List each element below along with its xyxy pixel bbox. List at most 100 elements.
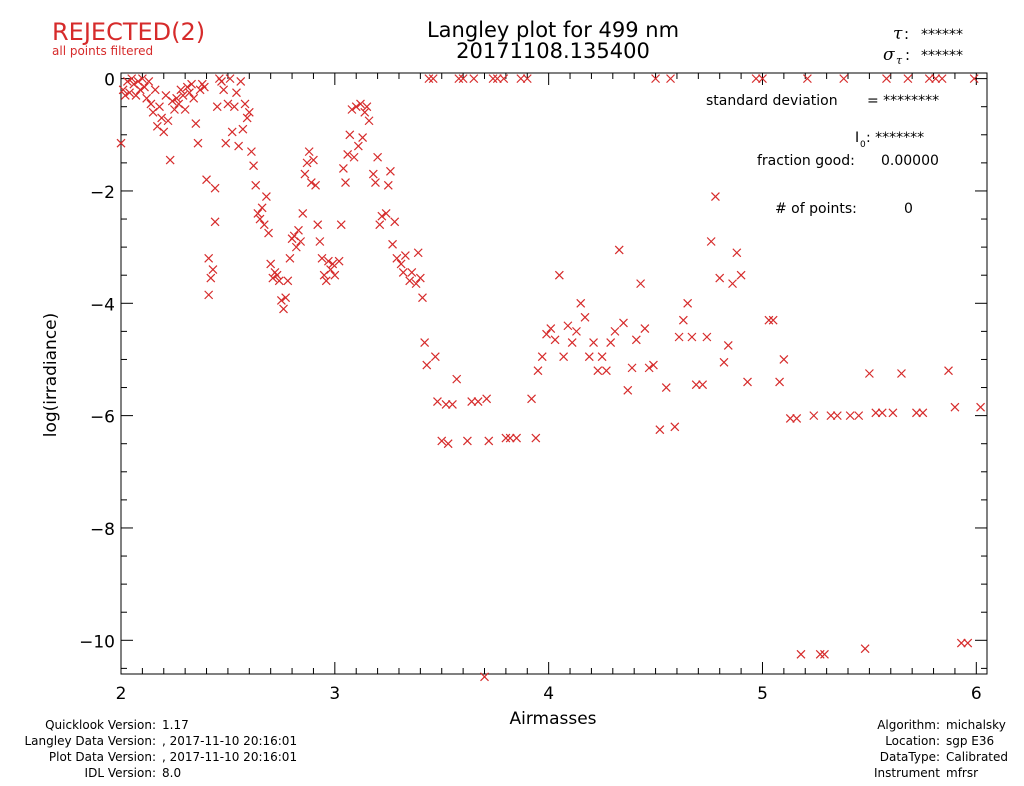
data-point bbox=[559, 352, 569, 362]
data-point bbox=[193, 138, 203, 148]
data-point bbox=[415, 273, 425, 283]
sigma-colon: : bbox=[905, 46, 910, 64]
data-point bbox=[120, 91, 130, 100]
data-point bbox=[882, 74, 891, 84]
instrument-info-key: Instrument bbox=[873, 766, 940, 780]
data-point bbox=[232, 88, 241, 98]
version-info-value: 1.17 bbox=[162, 718, 189, 732]
data-point bbox=[362, 102, 372, 112]
data-point bbox=[437, 436, 447, 446]
data-point bbox=[274, 276, 284, 286]
data-point bbox=[711, 192, 720, 201]
data-point bbox=[924, 74, 934, 84]
data-point bbox=[792, 414, 802, 423]
data-point bbox=[296, 237, 306, 246]
data-point bbox=[204, 290, 214, 300]
instrument-info-key: DataType: bbox=[879, 750, 940, 764]
data-point bbox=[405, 276, 415, 286]
y-tick-label: −2 bbox=[90, 183, 115, 203]
data-point bbox=[492, 74, 502, 84]
data-point bbox=[723, 340, 733, 350]
data-point bbox=[897, 369, 906, 378]
instrument-info-row: Instrument mfrsr bbox=[820, 765, 1008, 781]
data-point bbox=[501, 433, 511, 443]
data-point bbox=[247, 147, 256, 157]
data-point bbox=[360, 107, 370, 117]
data-point bbox=[452, 374, 462, 384]
data-point bbox=[195, 85, 205, 95]
x-tick-label: 4 bbox=[543, 684, 554, 704]
data-point bbox=[172, 93, 182, 103]
status-label: REJECTED(2) bbox=[52, 18, 205, 46]
data-point bbox=[580, 312, 590, 322]
data-point bbox=[860, 644, 870, 654]
data-point bbox=[871, 408, 881, 418]
chart-title: Langley plot for 499 nm bbox=[427, 18, 679, 42]
data-point bbox=[283, 276, 293, 286]
data-point bbox=[516, 74, 526, 84]
data-point bbox=[291, 242, 301, 252]
data-point bbox=[199, 82, 209, 92]
data-point bbox=[505, 433, 515, 443]
data-point bbox=[584, 352, 594, 362]
data-point bbox=[448, 399, 457, 409]
data-point bbox=[240, 99, 250, 109]
data-point bbox=[390, 217, 400, 227]
version-info: Quicklook Version: 1.17 Langley Data Versi… bbox=[0, 717, 297, 781]
version-info-value: , 2017-11-10 20:16:01 bbox=[162, 734, 298, 748]
data-point bbox=[142, 93, 152, 103]
data-point bbox=[178, 91, 188, 100]
data-point bbox=[388, 239, 397, 249]
data-point bbox=[328, 259, 338, 269]
data-point bbox=[443, 439, 453, 449]
data-point bbox=[294, 225, 303, 235]
data-point bbox=[236, 77, 246, 86]
data-point bbox=[531, 433, 541, 443]
data-point bbox=[593, 366, 603, 376]
data-point bbox=[482, 394, 492, 404]
data-point bbox=[210, 183, 220, 193]
data-point bbox=[315, 237, 325, 246]
data-point bbox=[678, 315, 688, 325]
data-point bbox=[321, 276, 331, 286]
data-point bbox=[155, 102, 164, 112]
y-tick-label: −10 bbox=[79, 632, 115, 652]
instrument-info-row: Algorithm: michalsky bbox=[820, 717, 1008, 733]
data-point bbox=[185, 88, 194, 98]
version-info-value: , 2017-11-10 20:16:01 bbox=[162, 750, 298, 764]
data-point bbox=[392, 253, 402, 263]
data-point bbox=[281, 293, 291, 303]
x-tick-label: 2 bbox=[116, 684, 127, 704]
version-info-key: Quicklook Version: bbox=[45, 718, 156, 732]
data-point bbox=[785, 414, 795, 423]
data-point bbox=[165, 155, 175, 165]
data-point bbox=[116, 138, 126, 148]
data-point bbox=[131, 91, 141, 100]
data-point bbox=[610, 326, 620, 336]
data-point bbox=[644, 363, 654, 373]
version-info-key: Langley Data Version: bbox=[24, 734, 156, 748]
data-point bbox=[809, 411, 819, 421]
data-point bbox=[640, 324, 650, 333]
y-axis-label: log(irradiance) bbox=[41, 313, 61, 438]
instrument-info-row: DataType: Calibrated bbox=[820, 749, 1008, 765]
data-point bbox=[373, 152, 383, 162]
data-point bbox=[259, 220, 269, 230]
data-point bbox=[473, 397, 483, 407]
data-point bbox=[257, 203, 267, 213]
data-point bbox=[976, 402, 986, 412]
data-points bbox=[116, 74, 986, 682]
data-point bbox=[306, 178, 316, 187]
data-point bbox=[623, 385, 633, 395]
data-point bbox=[937, 74, 947, 84]
data-point bbox=[298, 208, 308, 218]
data-point bbox=[796, 649, 806, 659]
data-point bbox=[802, 74, 812, 84]
data-point bbox=[383, 180, 393, 190]
data-point bbox=[349, 152, 359, 162]
data-point bbox=[719, 357, 729, 367]
data-point bbox=[572, 326, 581, 336]
x-tick-label: 6 bbox=[971, 684, 982, 704]
data-point bbox=[484, 436, 494, 446]
